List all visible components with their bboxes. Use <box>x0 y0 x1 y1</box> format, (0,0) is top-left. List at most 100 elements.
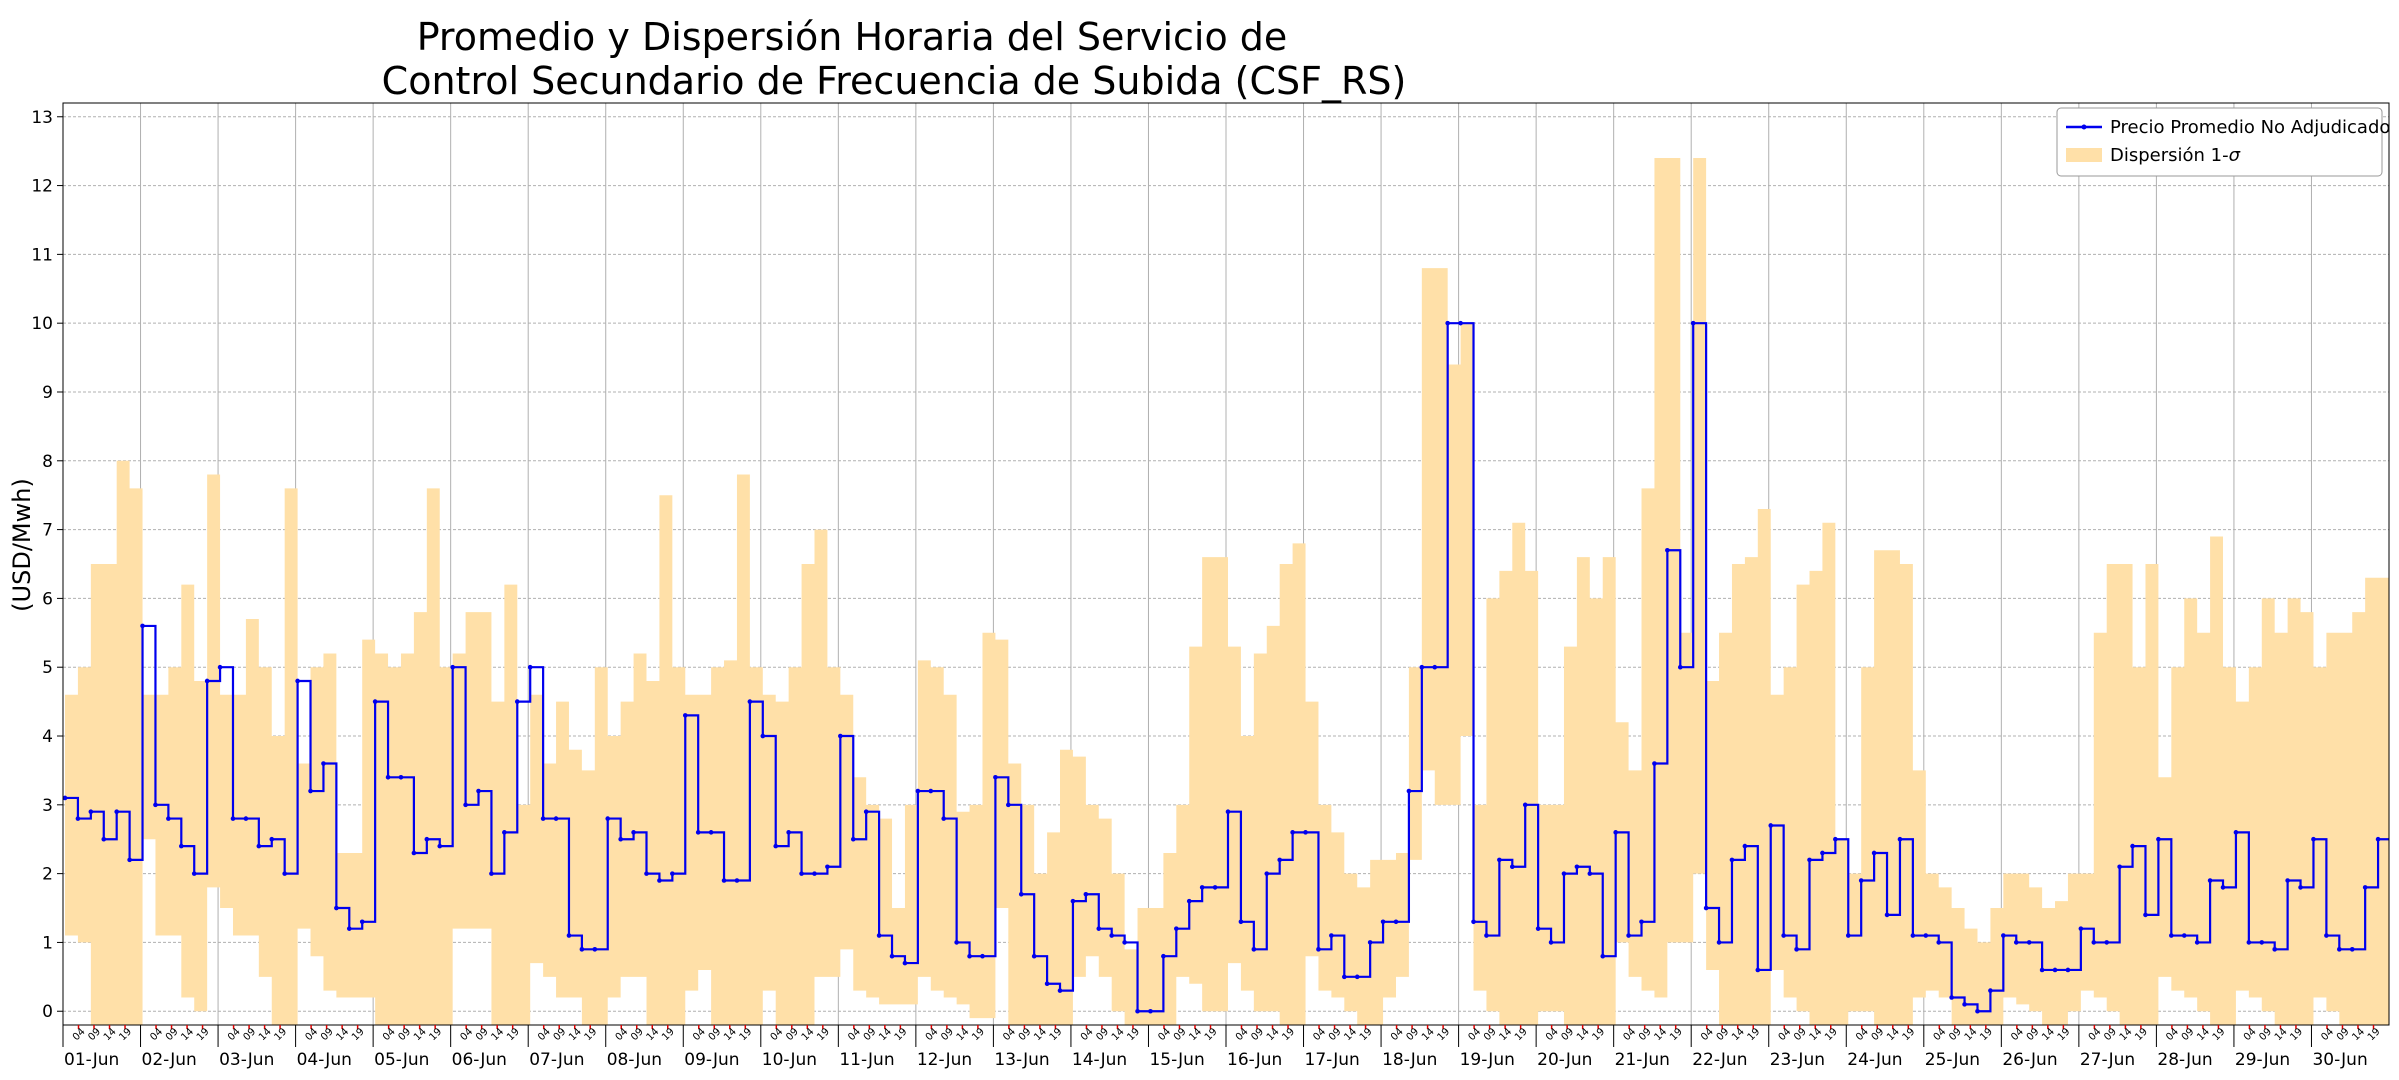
data-point <box>773 843 779 849</box>
data-point <box>1135 1008 1140 1014</box>
day-tick-label: 23-Jun <box>1770 1050 1825 1070</box>
hour-tick-label: 19 <box>505 1026 522 1043</box>
hour-tick-label: 14 <box>1808 1026 1825 1043</box>
data-point <box>1742 843 1748 849</box>
hour-tick-label: 09 <box>1327 1026 1344 1043</box>
data-point <box>954 940 959 945</box>
data-point <box>424 836 430 842</box>
data-point <box>1975 1008 1980 1014</box>
data-point <box>269 836 275 842</box>
hour-tick-label: 04 <box>846 1026 863 1043</box>
data-point <box>1548 940 1554 945</box>
data-point <box>1781 933 1786 938</box>
hour-tick-label: 19 <box>117 1026 134 1043</box>
dispersion-band <box>65 158 2389 1025</box>
y-tick-label: 0 <box>42 1002 53 1022</box>
data-point <box>786 830 791 835</box>
data-point <box>2337 947 2342 952</box>
data-point <box>1212 885 1218 890</box>
legend-box <box>2056 107 2383 177</box>
data-point <box>889 953 895 959</box>
day-tick-label: 29-Jun <box>2235 1050 2290 1070</box>
data-point <box>2233 830 2239 835</box>
hour-tick-label: 19 <box>970 1026 987 1043</box>
hour-tick-label: 04 <box>303 1026 320 1043</box>
data-point <box>101 836 107 842</box>
data-point <box>243 816 249 821</box>
hour-tick-label: 14 <box>2040 1026 2057 1043</box>
data-point <box>2169 933 2174 938</box>
data-point <box>2375 836 2381 842</box>
day-tick-label: 03-Jun <box>219 1050 274 1070</box>
y-tick-label: 5 <box>42 658 53 678</box>
data-point <box>1367 940 1373 945</box>
data-point <box>553 816 559 821</box>
data-point <box>1690 320 1696 326</box>
data-point <box>1057 988 1063 993</box>
data-point <box>321 761 326 766</box>
data-point <box>1419 664 1425 670</box>
data-point <box>1018 891 1024 897</box>
data-point <box>825 864 830 870</box>
hour-tick-label: 09 <box>1094 1026 1111 1043</box>
hour-tick-label: 04 <box>381 1026 398 1043</box>
day-tick-label: 01-Jun <box>64 1050 119 1070</box>
hour-tick-label: 09 <box>2257 1026 2274 1043</box>
hour-tick-label: 14 <box>179 1026 196 1043</box>
data-point <box>1897 836 1903 842</box>
hour-tick-label: 19 <box>893 1026 910 1043</box>
data-point <box>657 878 662 883</box>
hour-tick-label: 19 <box>660 1026 677 1043</box>
data-point <box>734 878 740 883</box>
data-point <box>1703 905 1709 911</box>
hour-tick-label: 09 <box>2102 1026 2119 1043</box>
data-point <box>980 953 985 959</box>
data-point <box>1665 547 1670 553</box>
data-point <box>2362 885 2368 890</box>
hour-tick-label: 04 <box>2164 1026 2181 1043</box>
data-point <box>140 623 145 629</box>
day-tick-label: 30-Jun <box>2312 1050 2367 1070</box>
data-point <box>114 809 119 815</box>
day-tick-label: 19-Jun <box>1460 1050 1515 1070</box>
data-point <box>385 774 391 780</box>
hour-tick-label: 14 <box>800 1026 817 1043</box>
data-point <box>372 699 378 704</box>
day-tick-label: 07-Jun <box>529 1050 584 1070</box>
data-point <box>1122 940 1127 945</box>
data-point <box>256 843 262 849</box>
data-point <box>2039 967 2045 973</box>
hour-tick-label: 04 <box>1466 1026 1483 1043</box>
hour-tick-label: 14 <box>1653 1026 1670 1043</box>
hour-tick-label: 19 <box>1591 1026 1608 1043</box>
data-point <box>838 733 843 739</box>
data-point <box>1342 974 1347 980</box>
hour-tick-label: 04 <box>614 1026 631 1043</box>
data-point <box>1083 891 1089 897</box>
data-point <box>1522 802 1528 808</box>
legend-band-label-text: Dispersión 1- <box>2110 145 2229 166</box>
data-point <box>1484 933 1489 938</box>
day-tick-label: 28-Jun <box>2157 1050 2212 1070</box>
hour-tick-label: 19 <box>1358 1026 1375 1043</box>
day-tick-label: 20-Jun <box>1537 1050 1592 1070</box>
hour-tick-label: 19 <box>2211 1026 2228 1043</box>
data-point <box>605 816 611 821</box>
data-point <box>1509 864 1515 870</box>
data-point <box>2065 967 2071 973</box>
data-point <box>579 947 585 952</box>
data-point <box>1497 857 1502 863</box>
data-point <box>437 843 443 849</box>
chart-title-line-1: Promedio y Dispersión Horaria del Servic… <box>417 15 1288 59</box>
data-point <box>411 850 417 856</box>
hour-tick-label: 09 <box>629 1026 646 1043</box>
day-tick-label: 12-Jun <box>917 1050 972 1070</box>
hour-tick-label: 19 <box>272 1026 289 1043</box>
day-tick-label: 26-Jun <box>2002 1050 2057 1070</box>
data-point <box>1329 933 1334 938</box>
hour-tick-label: 14 <box>567 1026 584 1043</box>
data-point <box>2220 885 2226 890</box>
hour-tick-label: 04 <box>1544 1026 1561 1043</box>
hour-tick-label: 04 <box>924 1026 941 1043</box>
